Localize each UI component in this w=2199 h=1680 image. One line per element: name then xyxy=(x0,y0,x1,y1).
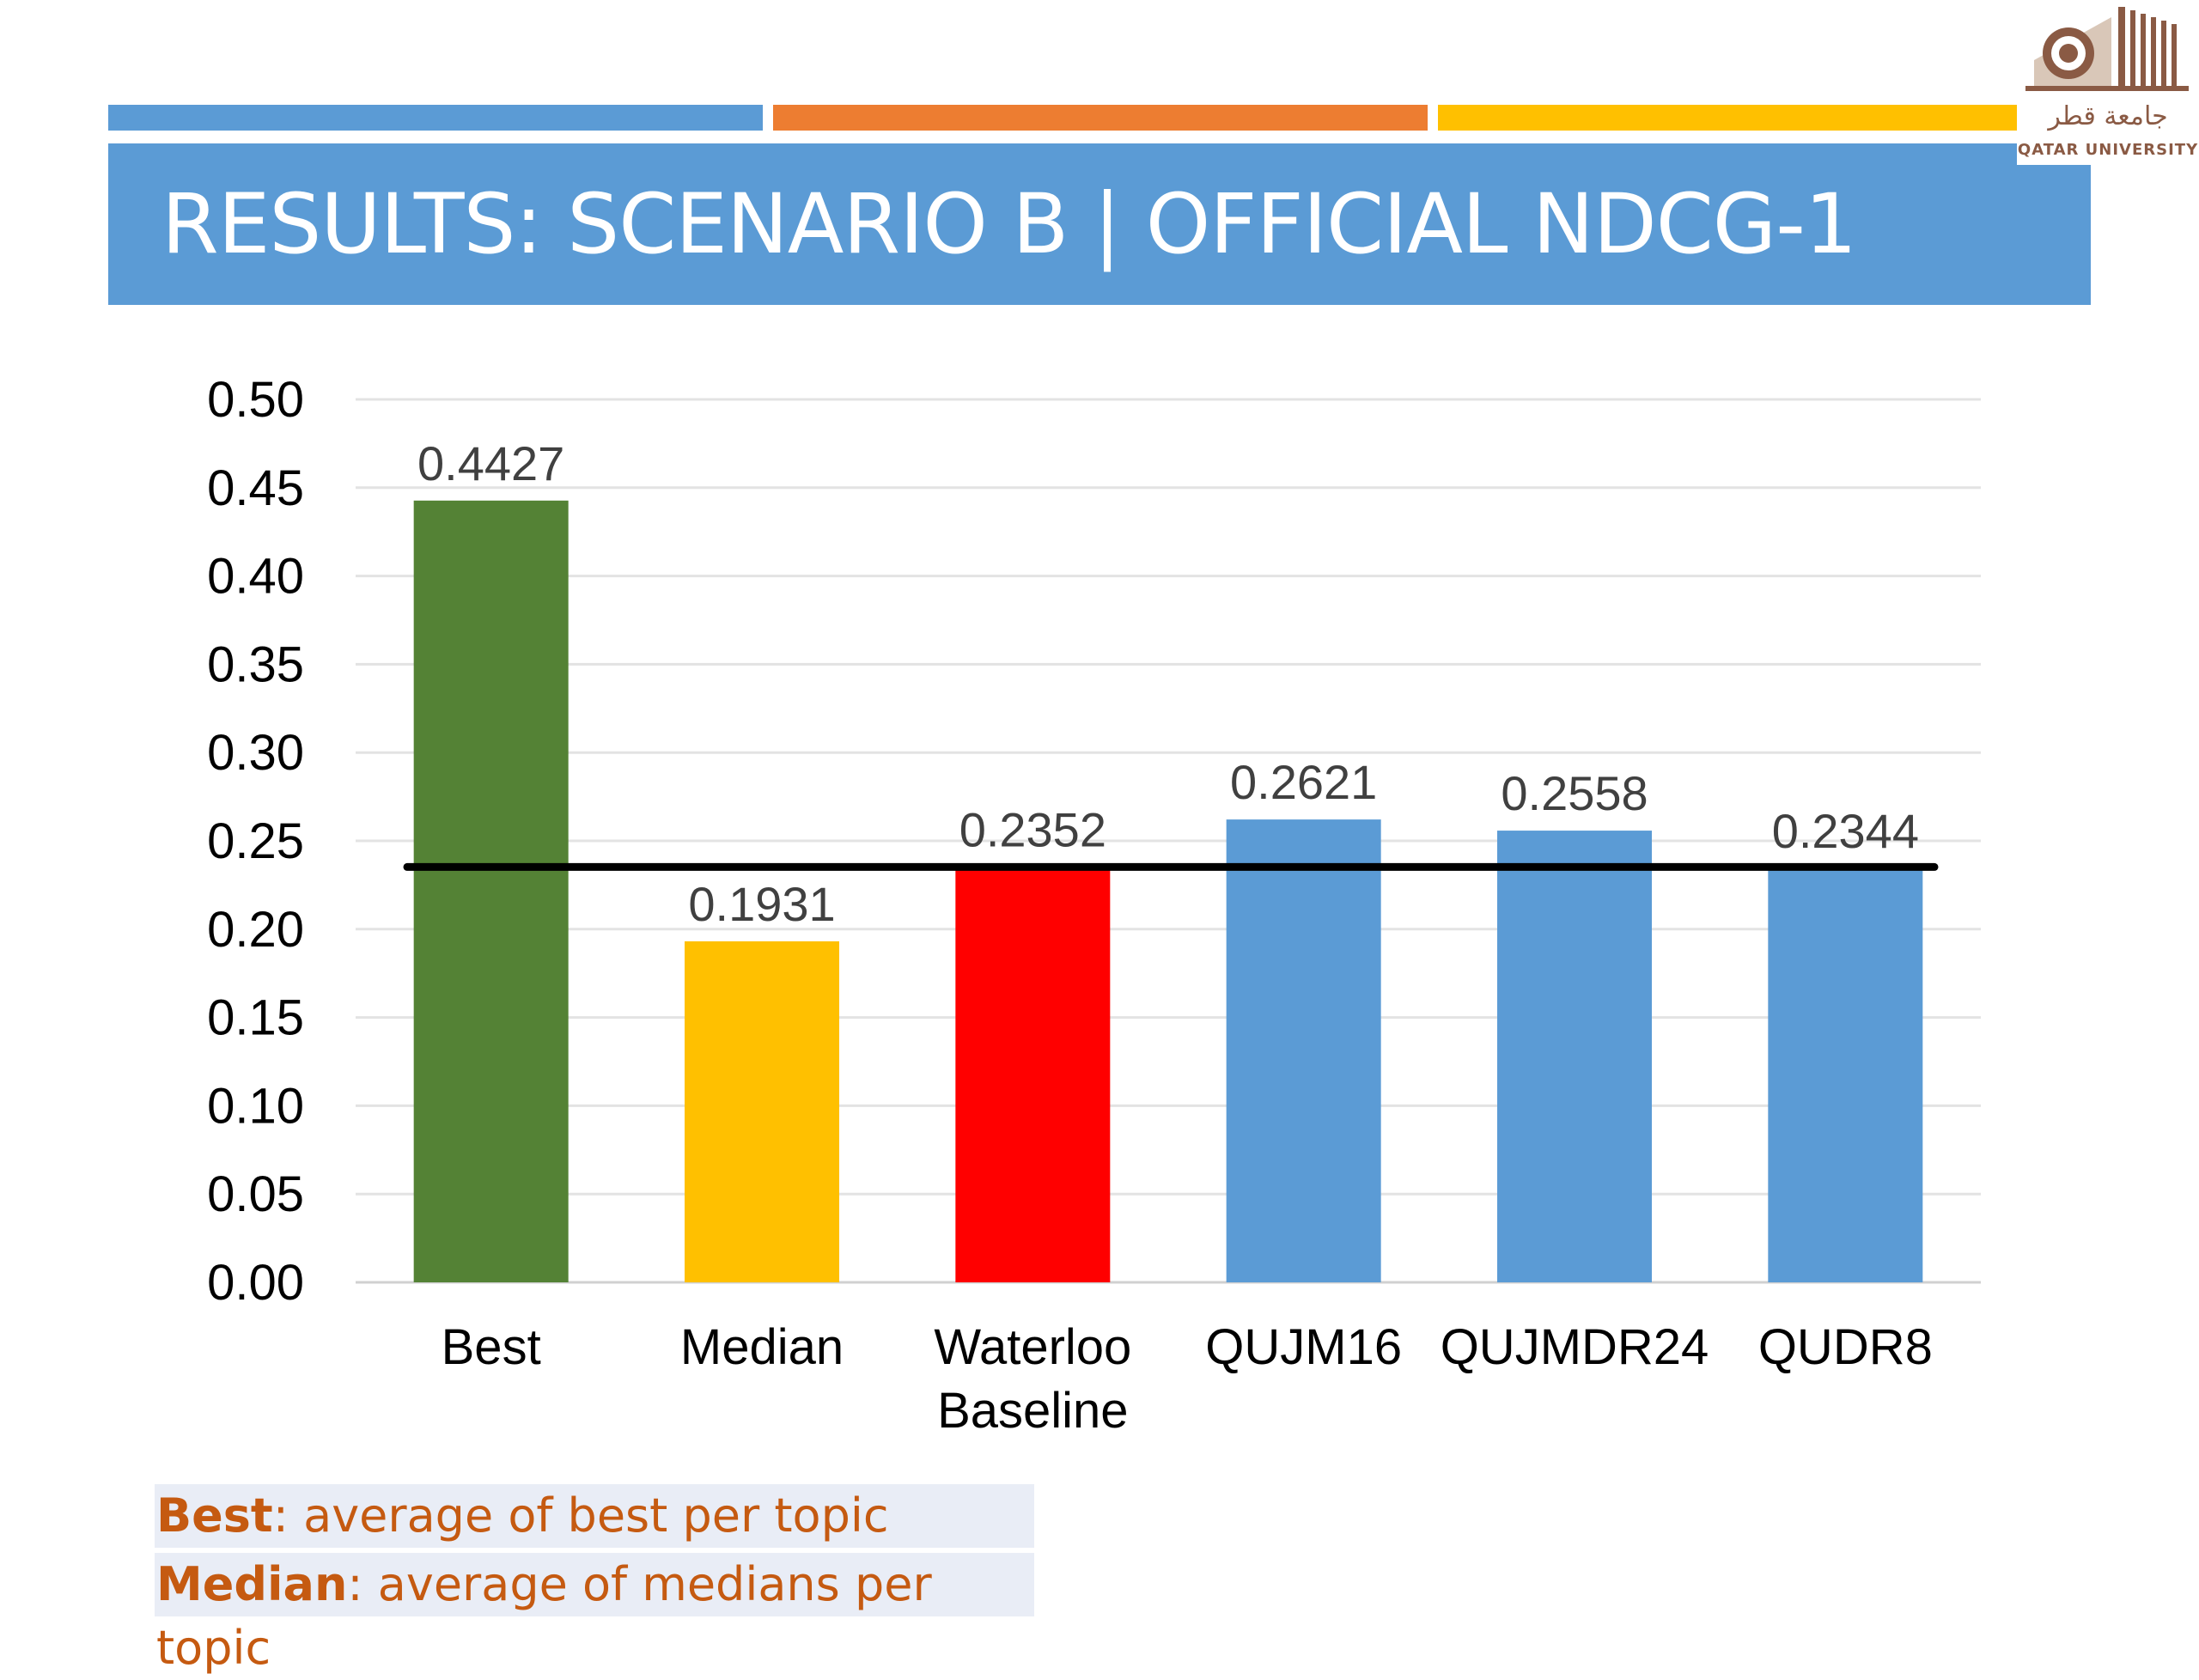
bar-waterloo-baseline xyxy=(955,867,1111,1282)
bar-median xyxy=(685,940,839,1282)
y-tick-label: 0.25 xyxy=(207,813,304,869)
legend-notes: Best: average of best per topic Median: … xyxy=(155,1484,1034,1675)
x-category-label: Best xyxy=(442,1319,541,1375)
y-tick-label: 0.00 xyxy=(207,1255,304,1311)
data-label: 0.2621 xyxy=(1230,755,1377,809)
data-label: 0.2344 xyxy=(1772,804,1919,858)
bar-qujm16 xyxy=(1226,819,1381,1282)
note-best-term: Best xyxy=(156,1488,273,1543)
accent-bar-yellow xyxy=(1438,105,2019,131)
y-tick-label: 0.30 xyxy=(207,725,304,781)
data-label: 0.1931 xyxy=(688,877,835,931)
bar-qudr8 xyxy=(1768,868,1923,1282)
y-tick-label: 0.35 xyxy=(207,636,304,692)
x-category-label: Waterloo xyxy=(934,1319,1131,1375)
data-label: 0.4427 xyxy=(417,436,564,490)
logo-arabic-text: جامعة قطر xyxy=(2048,101,2168,131)
y-tick-label: 0.40 xyxy=(207,549,304,605)
accent-bar-orange xyxy=(773,105,1428,131)
y-tick-label: 0.15 xyxy=(207,990,304,1046)
slide-title: RESULTS: SCENARIO B | OFFICIAL NDCG-1 xyxy=(161,176,1857,272)
data-label: 0.2352 xyxy=(959,802,1106,856)
qatar-university-logo: جامعة قطر QATAR UNIVERSITY xyxy=(2017,0,2199,165)
note-best: Best: average of best per topic xyxy=(155,1484,1034,1548)
data-label: 0.2558 xyxy=(1501,766,1648,820)
accent-bar-blue xyxy=(108,105,763,131)
x-category-label: Median xyxy=(680,1319,844,1375)
bar-best xyxy=(413,500,569,1282)
y-tick-label: 0.10 xyxy=(207,1078,304,1134)
title-band: RESULTS: SCENARIO B | OFFICIAL NDCG-1 xyxy=(108,143,2091,305)
y-tick-label: 0.50 xyxy=(207,372,304,428)
x-category-label: QUDR8 xyxy=(1758,1319,1933,1375)
ndcg-bar-chart: 0.00 0.05 0.10 0.15 0.20 0.25 0.30 0.35 0.40 0.45… xyxy=(207,372,1981,1439)
note-median-term: Median xyxy=(156,1557,348,1611)
x-category-label: QUJMDR24 xyxy=(1441,1319,1709,1375)
bar-qujmdr24 xyxy=(1497,831,1652,1282)
x-category-label: QUJM16 xyxy=(1205,1319,1402,1375)
y-tick-label: 0.20 xyxy=(207,902,304,958)
y-tick-label: 0.45 xyxy=(207,460,304,516)
y-tick-label: 0.05 xyxy=(207,1166,304,1222)
x-category-label: Baseline xyxy=(937,1383,1128,1439)
note-best-text: : average of best per topic xyxy=(272,1488,889,1543)
note-median: Median: average of medians per topic xyxy=(155,1553,1034,1675)
logo-english-text: QATAR UNIVERSITY xyxy=(2017,141,2199,159)
university-emblem-icon xyxy=(2025,7,2189,91)
